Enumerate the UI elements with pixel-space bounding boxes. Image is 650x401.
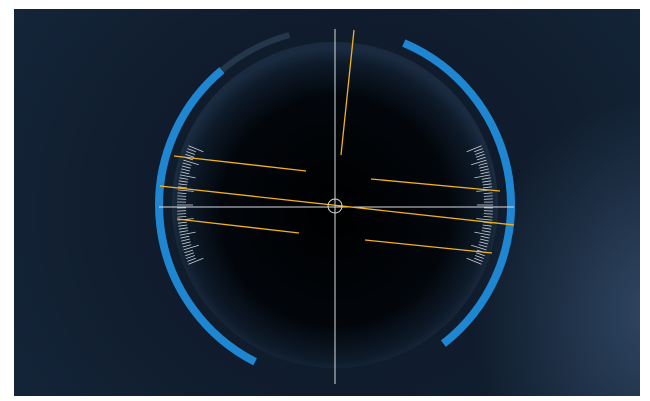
left-scale-tick [185,252,195,257]
right-scale-tick [482,180,492,183]
right-scale-tick [478,244,488,248]
right-scale-tick [482,227,492,230]
right-scale-tick [475,151,484,155]
arc-dim-segment [219,32,291,73]
right-scale-tick [471,159,487,166]
right-scale-tick [471,244,487,251]
horizon-line [159,185,515,226]
pitch-line-left-upper [173,155,307,172]
right-scale-tick [474,257,483,262]
left-scale-tick [181,238,190,242]
right-scale-tick [483,192,493,194]
right-scale-tick [480,238,489,242]
right-scale-tick [479,165,489,169]
left-scale-tick [179,230,189,233]
right-scale-tick [479,241,489,245]
left-scale-tick [186,151,195,155]
left-scale-tick [180,235,190,239]
pitch-line-right-lower [364,239,493,254]
left-scale-tick [178,224,188,227]
right-scale-tick [476,218,493,221]
left-scale-tick [186,255,195,259]
right-scale-tick [483,216,493,218]
right-roll-scale [466,145,494,265]
left-scale-tick [178,227,188,230]
right-scale-tick [475,252,485,257]
left-scale-tick [180,171,190,175]
left-scale-tick [177,213,187,215]
right-scale-tick [475,255,484,259]
attitude-indicator [155,29,516,384]
right-scale-tick [482,186,493,189]
right-scale-tick [474,148,483,153]
right-scale-tick [481,230,491,233]
left-blue-arc [155,67,257,366]
center-reticle-icon [327,198,343,214]
right-scale-tick [466,257,482,265]
left-scale-tick [179,174,196,179]
right-scale-tick [476,156,486,161]
left-scale-tick [188,257,204,265]
right-scale-tick [482,224,492,227]
left-scale-tick [177,195,187,197]
heading-pointer [340,29,355,156]
left-scale-tick [177,221,188,224]
left-scale-tick [182,244,192,248]
right-scale-tick [480,235,490,239]
right-scale-tick [475,153,485,158]
left-scale-tick [178,183,188,186]
right-scale-tick [480,168,489,172]
left-scale-tick [182,162,192,166]
left-scale-tick [177,189,194,192]
left-scale-tick [177,216,187,218]
right-scale-tick [481,177,491,180]
left-scale-tick [183,244,199,251]
right-scale-tick [478,162,488,166]
left-scale-tick [185,153,195,158]
left-scale-tick [187,257,196,262]
left-scale-tick [177,192,187,194]
right-blue-arc [402,39,516,347]
left-scale-tick [188,145,204,153]
left-scale-tick [181,165,191,169]
right-scale-tick [466,145,482,153]
right-scale-tick [474,174,491,179]
left-scale-tick [179,177,189,180]
right-scale-tick [482,183,492,186]
left-scale-tick [178,180,188,183]
left-scale-tick [184,249,194,254]
right-scale-tick [483,213,493,215]
pitch-line-right-upper [370,178,501,192]
hud-viewport [14,9,640,396]
left-scale-tick [187,148,196,153]
pitch-line-left-lower [176,218,300,234]
right-scale-tick [480,171,490,175]
left-scale-tick [179,231,196,236]
left-scale-tick [177,186,188,189]
right-scale-tick [474,231,491,236]
left-roll-scale [176,145,204,265]
left-scale-tick [181,168,190,172]
left-scale-tick [183,159,199,166]
right-scale-tick [483,195,493,197]
left-scale-tick [181,241,191,245]
